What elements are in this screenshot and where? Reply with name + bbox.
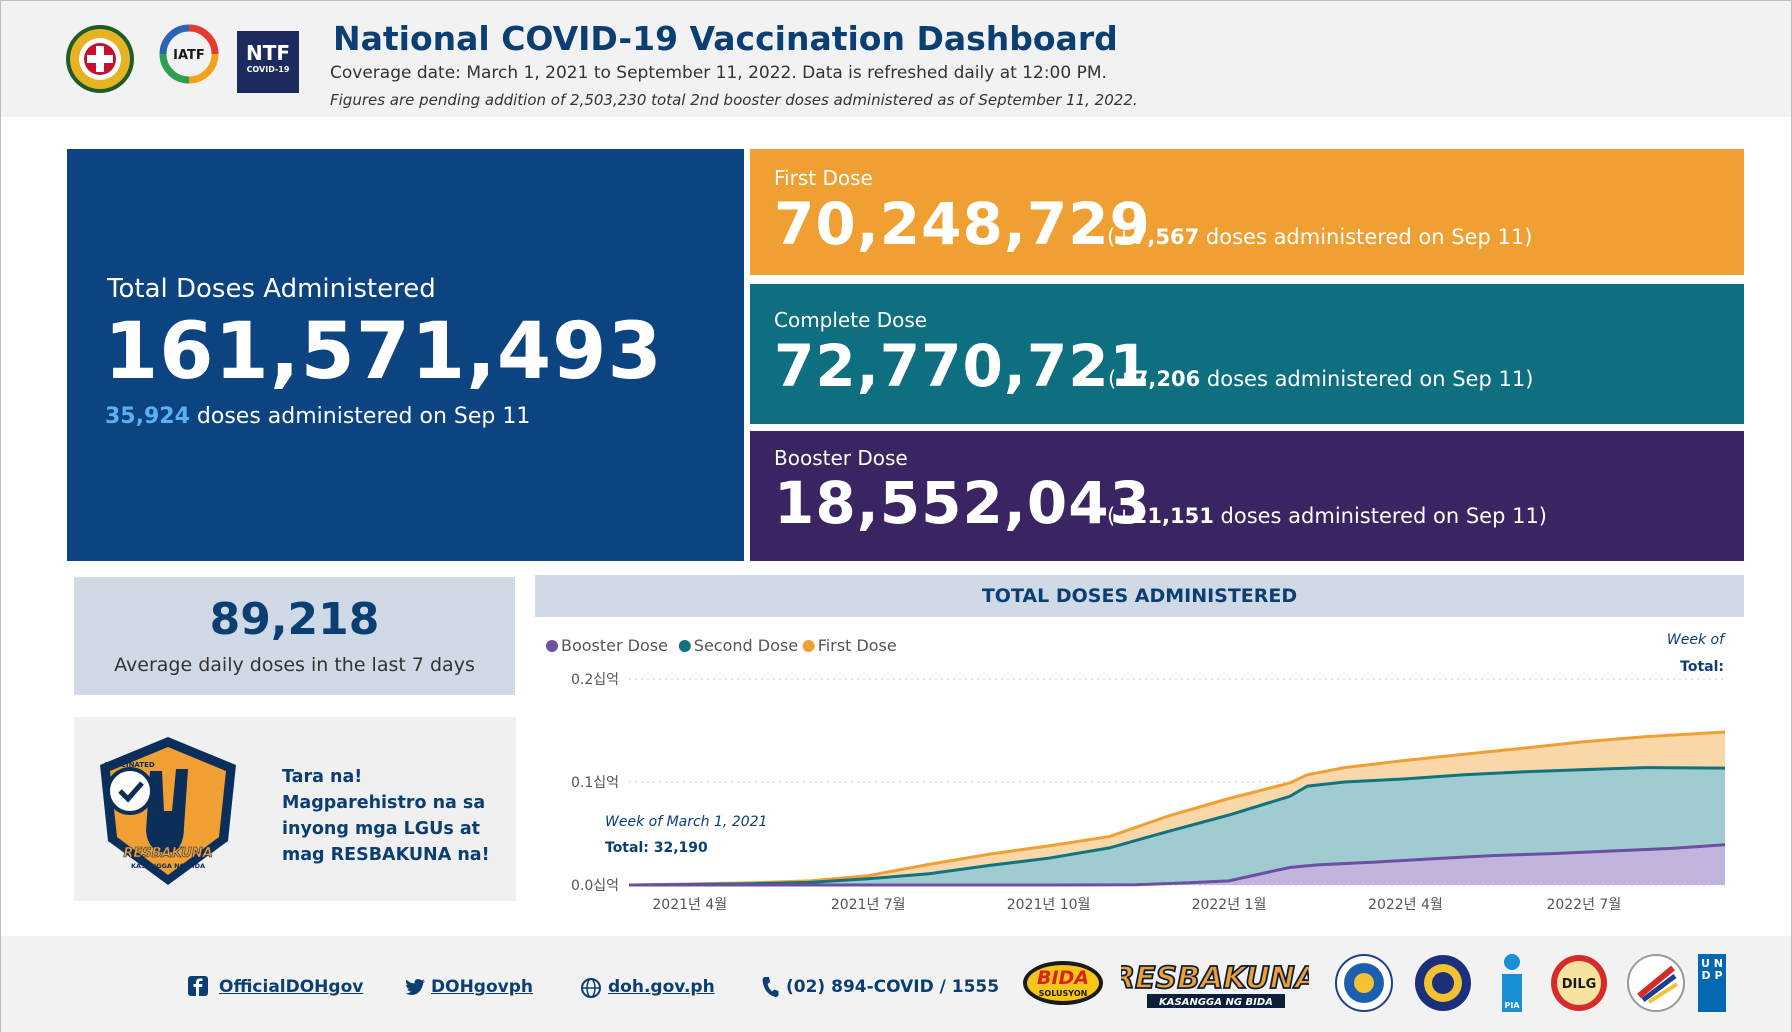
complete-dose-daily-value: 7,206 (1133, 367, 1201, 391)
first-dose-daily-text: doses administered on Sep 11) (1199, 225, 1533, 249)
first-dose-daily-open: (+ (1107, 225, 1133, 249)
first-dose-value: 70,248,729 (774, 190, 1151, 258)
average-daily-label: Average daily doses in the last 7 days (114, 654, 475, 676)
bida-solusyon-logo: BIDA SOLUSYON (1023, 961, 1103, 1005)
booster-dose-card: Booster Dose 18,552,043 (+21,151 doses a… (750, 431, 1744, 561)
globe-icon (581, 978, 601, 998)
sun-seal-logo (1415, 955, 1471, 1011)
series-area-booster-dose (629, 844, 1725, 885)
pending-note: Figures are pending addition of 2,503,23… (330, 91, 1138, 109)
complete-dose-label: Complete Dose (774, 308, 928, 332)
undp-logo: U N D P (1698, 954, 1726, 1012)
booster-dose-value: 18,552,043 (774, 469, 1151, 537)
resbakuna-logo-subtext: KASANGGA NG BIDA (1159, 997, 1273, 1008)
bida-logo-subtext: SOLUSYON (1039, 989, 1088, 998)
x-tick-label: 2021년 4월 (652, 897, 727, 913)
x-tick-label: 2021년 7월 (831, 897, 906, 913)
coverage-date: Coverage date: March 1, 2021 to Septembe… (330, 63, 1107, 83)
legend-label[interactable]: Second Dose (694, 636, 798, 655)
x-tick-label: 2021년 10월 (1007, 897, 1091, 913)
average-daily-value: 89,218 (209, 594, 380, 645)
dilg-logo-text: DILG (1562, 977, 1597, 992)
iatf-logo: IATF (159, 24, 219, 84)
ntf-logo-subtext: COVID-19 (246, 65, 290, 74)
tooltip-total-label: Total: 32,190 (605, 840, 708, 856)
total-doses-daily: 35,924 doses administered on Sep 11 (105, 404, 530, 429)
first-dose-daily-value: 7,567 (1132, 225, 1200, 249)
total-doses-value: 161,571,493 (104, 307, 663, 397)
twitter-link[interactable]: DOHgovph (431, 977, 533, 997)
x-tick-label: 2022년 7월 (1546, 897, 1621, 913)
badge-top-text: VACCINATED (105, 761, 155, 769)
facebook-link[interactable]: OfficialDOHgov (219, 977, 364, 997)
iatf-logo-text: IATF (173, 48, 205, 63)
legend-label[interactable]: First Dose (818, 636, 897, 655)
tooltip-week-label: Week of March 1, 2021 (605, 814, 767, 830)
page-title: National COVID-19 Vaccination Dashboard (333, 19, 1118, 58)
x-tick-label: 2022년 4월 (1368, 897, 1443, 913)
badge-sub-text: KASANGGA NG BIDA (131, 862, 205, 870)
total-daily-text: doses administered on Sep 11 (189, 404, 531, 429)
booster-dose-daily-value: 21,151 (1132, 504, 1214, 528)
resbakuna-promo-card: VACCINATED RESBAKUNA KASANGGA NG BIDA Ta… (74, 717, 516, 901)
resbakuna-badge-icon: VACCINATED RESBAKUNA KASANGGA NG BIDA (100, 737, 236, 885)
chart-title: TOTAL DOSES ADMINISTERED (981, 585, 1298, 607)
y-tick-label: 0.0십억 (571, 878, 619, 894)
agency-seal-logo (1627, 954, 1685, 1012)
x-tick-label: 2022년 1월 (1192, 897, 1267, 913)
badge-main-text: RESBAKUNA (123, 846, 212, 861)
twitter-icon (405, 979, 425, 995)
series-area-second-dose (629, 767, 1725, 885)
legend-marker (802, 640, 815, 652)
footer: OfficialDOHgov DOHgovph doh.gov.ph (02) … (1, 936, 1791, 1032)
total-doses-card: Total Doses Administered 161,571,493 35,… (67, 149, 744, 561)
website-link[interactable]: doh.gov.ph (608, 977, 715, 997)
complete-dose-daily-open: (+ (1108, 367, 1134, 391)
complete-dose-daily-text: doses administered on Sep 11) (1200, 367, 1534, 391)
bida-logo-text: BIDA (1037, 967, 1089, 989)
booster-dose-daily: (+21,151 doses administered on Sep 11) (1107, 504, 1547, 528)
total-doses-label: Total Doses Administered (107, 274, 436, 304)
ntf-logo: NTF COVID-19 (237, 31, 299, 93)
dashboard-header: IATF NTF COVID-19 National COVID-19 Vacc… (1, 1, 1791, 117)
total-daily-value: 35,924 (105, 404, 190, 429)
first-dose-daily: (+7,567 doses administered on Sep 11) (1107, 225, 1532, 249)
legend-label[interactable]: Booster Dose (561, 636, 668, 655)
legend-marker (546, 640, 558, 652)
booster-dose-daily-open: (+ (1107, 504, 1133, 528)
ntf-logo-text: NTF (245, 41, 291, 65)
resbakuna-logo: RESBAKUNA KASANGGA NG BIDA (1121, 960, 1309, 1008)
promo-message: Tara na! Magparehistro na sa inyong mga … (282, 767, 490, 865)
pia-logo-text: PIA (1504, 1001, 1520, 1010)
booster-dose-daily-text: doses administered on Sep 11) (1213, 504, 1548, 528)
week-of-label: Week of (1667, 632, 1726, 648)
average-daily-card: 89,218 Average daily doses in the last 7… (74, 577, 515, 695)
chart-header: TOTAL DOSES ADMINISTERED (535, 575, 1744, 617)
first-dose-label: First Dose (774, 166, 873, 190)
legend-marker (678, 640, 691, 652)
series-line-second-dose[interactable] (628, 766, 1726, 887)
phone-icon (762, 977, 779, 997)
y-tick-label: 0.2십억 (571, 672, 619, 688)
cumulative-doses-chart[interactable]: 0.0십억 0.1십억 0.2십억 2021년 4월 2021년 7월 2021년 10월… (535, 621, 1744, 921)
hotline-number: (02) 894-COVID / 1555 (786, 977, 1000, 997)
complete-dose-value: 72,770,721 (774, 332, 1151, 400)
complete-dose-daily: (+7,206 doses administered on Sep 11) (1108, 367, 1533, 391)
series-line-first-dose[interactable] (628, 730, 1726, 887)
first-dose-card: First Dose 70,248,729 (+7,567 doses admi… (750, 149, 1744, 275)
pia-logo: PIA (1502, 954, 1522, 1012)
doh-seal-logo (66, 25, 134, 93)
total-label: Total: (1680, 659, 1724, 675)
y-tick-label: 0.1십억 (571, 775, 619, 791)
booster-dose-label: Booster Dose (774, 446, 908, 470)
series-line-booster-dose[interactable] (629, 843, 1726, 887)
complete-dose-card: Complete Dose 72,770,721 (+7,206 doses a… (750, 284, 1744, 424)
resbakuna-logo-text: RESBAKUNA (1121, 961, 1309, 996)
facebook-icon (188, 976, 208, 996)
dilg-logo: DILG (1551, 955, 1607, 1011)
pcoo-seal-logo (1335, 954, 1393, 1012)
